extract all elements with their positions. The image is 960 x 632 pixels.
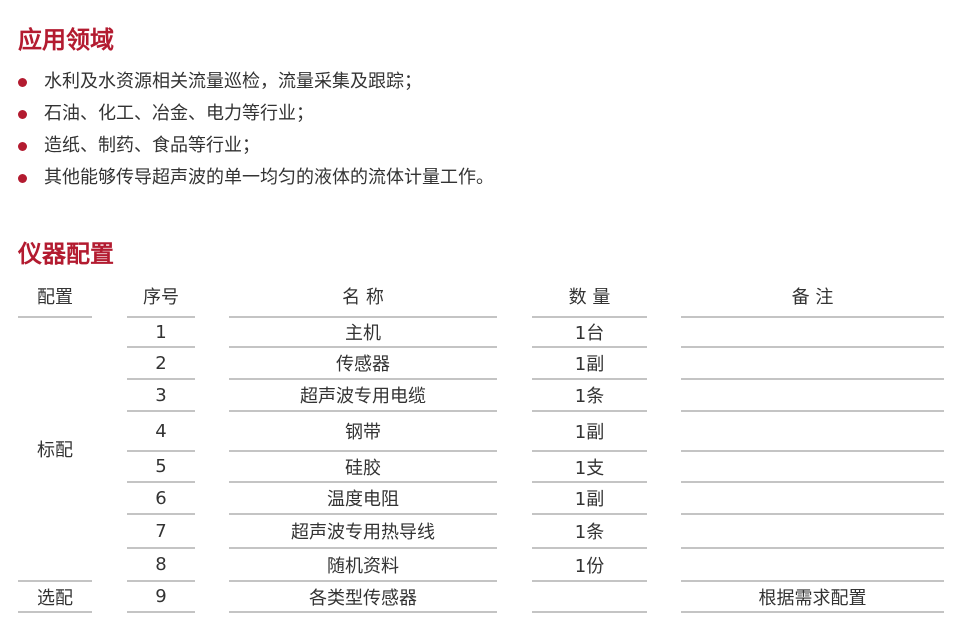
list-item: 其他能够传导超声波的单一均匀的液体的流体计量工作。 xyxy=(18,162,494,194)
row-number: 9 xyxy=(127,582,195,613)
row-number: 2 xyxy=(127,348,195,380)
row-number: 5 xyxy=(127,452,195,483)
table-header-cell: 序号 xyxy=(127,276,195,318)
item-note xyxy=(681,515,944,549)
row-number: 6 xyxy=(127,483,195,515)
list-item-text: 水利及水资源相关流量巡检，流量采集及跟踪； xyxy=(44,71,422,92)
item-name: 传感器 xyxy=(229,348,497,380)
item-name: 钢带 xyxy=(229,412,497,452)
list-item: 石油、化工、冶金、电力等行业； xyxy=(18,98,494,130)
item-note: 根据需求配置 xyxy=(681,582,944,613)
item-name: 随机资料 xyxy=(229,549,497,582)
config-group-label: 选配 xyxy=(18,582,92,613)
row-number: 4 xyxy=(127,412,195,452)
row-number: 7 xyxy=(127,515,195,549)
item-note xyxy=(681,452,944,483)
row-number: 8 xyxy=(127,549,195,582)
list-item-text: 其他能够传导超声波的单一均匀的液体的流体计量工作。 xyxy=(44,167,494,188)
item-note xyxy=(681,483,944,515)
table-header-cell: 名 称 xyxy=(229,276,497,318)
applications-title: 应用领域 xyxy=(18,26,114,54)
row-number: 1 xyxy=(127,318,195,348)
item-name: 超声波专用热导线 xyxy=(229,515,497,549)
config-group-label: 标配 xyxy=(18,318,92,582)
item-quantity xyxy=(532,582,647,613)
applications-list: 水利及水资源相关流量巡检，流量采集及跟踪； 石油、化工、冶金、电力等行业； 造纸… xyxy=(18,66,494,194)
item-note xyxy=(681,549,944,582)
item-quantity: 1条 xyxy=(532,380,647,412)
item-quantity: 1支 xyxy=(532,452,647,483)
item-name: 超声波专用电缆 xyxy=(229,380,497,412)
bullet-icon xyxy=(18,110,27,119)
configuration-title: 仪器配置 xyxy=(18,240,114,268)
list-item-text: 石油、化工、冶金、电力等行业； xyxy=(44,103,314,124)
list-item-text: 造纸、制药、食品等行业； xyxy=(44,135,260,156)
item-quantity: 1条 xyxy=(532,515,647,549)
item-name: 各类型传感器 xyxy=(229,582,497,613)
row-number: 3 xyxy=(127,380,195,412)
table-header-cell: 配置 xyxy=(18,276,92,318)
item-name: 硅胶 xyxy=(229,452,497,483)
table-header-cell: 备 注 xyxy=(681,276,944,318)
item-note xyxy=(681,318,944,348)
item-note xyxy=(681,412,944,452)
item-quantity: 1副 xyxy=(532,483,647,515)
list-item: 造纸、制药、食品等行业； xyxy=(18,130,494,162)
bullet-icon xyxy=(18,142,27,151)
bullet-icon xyxy=(18,174,27,183)
bullet-icon xyxy=(18,78,27,87)
item-quantity: 1副 xyxy=(532,348,647,380)
item-note xyxy=(681,348,944,380)
item-name: 温度电阻 xyxy=(229,483,497,515)
item-quantity: 1台 xyxy=(532,318,647,348)
list-item: 水利及水资源相关流量巡检，流量采集及跟踪； xyxy=(18,66,494,98)
item-note xyxy=(681,380,944,412)
item-quantity: 1副 xyxy=(532,412,647,452)
item-name: 主机 xyxy=(229,318,497,348)
table-header-cell: 数 量 xyxy=(532,276,647,318)
item-quantity: 1份 xyxy=(532,549,647,582)
